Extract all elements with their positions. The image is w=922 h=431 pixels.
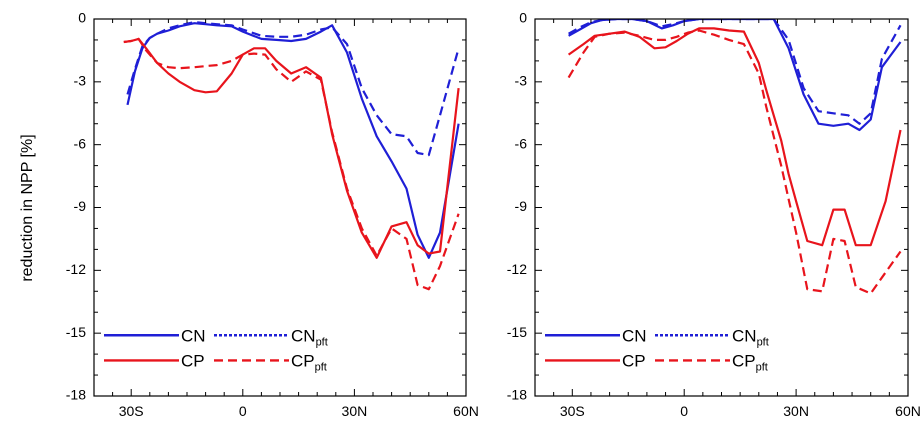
series-line-cn-pft bbox=[126, 21, 460, 157]
legend-label-subscript: pft bbox=[756, 361, 768, 373]
y-tick-label: -9 bbox=[74, 198, 87, 214]
y-tick-label: -9 bbox=[515, 198, 528, 214]
legend-label-main: CN bbox=[181, 326, 206, 345]
legend-label-main: CP bbox=[622, 351, 646, 370]
series-line-cp-pft bbox=[123, 37, 460, 291]
legend-label-subscript: pft bbox=[757, 336, 769, 348]
legend-label-main: CN bbox=[732, 326, 757, 345]
legend-label: CP bbox=[181, 351, 205, 370]
legend-label: CP bbox=[622, 351, 646, 370]
y-tick-label: -15 bbox=[66, 324, 86, 340]
series-line-cn bbox=[568, 19, 902, 132]
series-line-cn-pft bbox=[568, 19, 902, 125]
y-tick-label: 0 bbox=[519, 10, 527, 26]
y-tick-label: -15 bbox=[507, 324, 527, 340]
y-tick-label: -3 bbox=[515, 73, 528, 89]
x-tick-label: 60N bbox=[453, 403, 479, 419]
legend-label: CNpft bbox=[291, 326, 328, 348]
x-tick-label: 30N bbox=[783, 403, 809, 419]
x-tick-label: 30N bbox=[342, 403, 368, 419]
legend-label-main: CP bbox=[291, 351, 315, 370]
legend-label: CPpft bbox=[732, 351, 768, 373]
y-tick-label: -6 bbox=[74, 135, 87, 151]
plot-frame bbox=[534, 18, 909, 397]
y-tick-label: -18 bbox=[507, 387, 527, 403]
legend-label-main: CP bbox=[732, 351, 756, 370]
y-tick-label: 0 bbox=[78, 10, 86, 26]
y-tick-label: -12 bbox=[507, 261, 527, 277]
y-tick-label: -3 bbox=[74, 73, 87, 89]
x-tick-label: 0 bbox=[680, 403, 688, 419]
legend-label-main: CP bbox=[181, 351, 205, 370]
y-tick-label: -6 bbox=[515, 135, 528, 151]
x-tick-label: 30S bbox=[119, 403, 144, 419]
legend-label: CN bbox=[622, 326, 647, 345]
legend-label: CNpft bbox=[732, 326, 769, 348]
x-tick-label: 30S bbox=[560, 403, 585, 419]
x-tick-label: 0 bbox=[239, 403, 247, 419]
legend-label-subscript: pft bbox=[316, 336, 328, 348]
x-tick-label: 60N bbox=[895, 403, 921, 419]
legend-label-main: CN bbox=[622, 326, 647, 345]
series-line-cp bbox=[567, 27, 902, 247]
legend-label: CPpft bbox=[291, 351, 327, 373]
legend-label: CN bbox=[181, 326, 206, 345]
y-tick-label: -12 bbox=[66, 261, 86, 277]
y-tick-label: -18 bbox=[66, 387, 86, 403]
legend-label-main: CN bbox=[291, 326, 316, 345]
y-axis-label: reduction in NPP [%] bbox=[19, 134, 36, 281]
series-line-cp bbox=[123, 37, 460, 259]
legend-label-subscript: pft bbox=[315, 361, 327, 373]
series-line-cp-pft bbox=[567, 29, 902, 295]
